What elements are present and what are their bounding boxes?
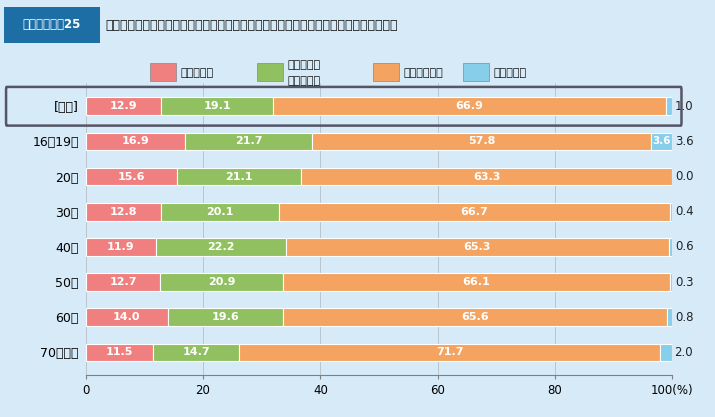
FancyBboxPatch shape bbox=[150, 63, 176, 81]
Text: 21.7: 21.7 bbox=[235, 136, 262, 146]
Text: 3.6: 3.6 bbox=[652, 136, 671, 146]
Text: 16.9: 16.9 bbox=[122, 136, 149, 146]
Text: 20.9: 20.9 bbox=[208, 277, 235, 287]
Text: 15.6: 15.6 bbox=[118, 172, 145, 181]
Bar bbox=[162, 98, 273, 115]
Text: 65.3: 65.3 bbox=[463, 242, 490, 252]
Text: 学校で教わる表記の仕方と，　官公庁などが示す文書や法令などの表記の仕方の異なり: 学校で教わる表記の仕方と， 官公庁などが示す文書や法令などの表記の仕方の異なり bbox=[106, 18, 398, 32]
Text: 0.6: 0.6 bbox=[675, 241, 694, 254]
Bar bbox=[86, 344, 153, 361]
Text: 65.6: 65.6 bbox=[461, 312, 489, 322]
Text: 12.9: 12.9 bbox=[110, 101, 137, 111]
Bar bbox=[240, 344, 660, 361]
Text: 19.1: 19.1 bbox=[204, 101, 231, 111]
Text: 0.0: 0.0 bbox=[675, 170, 694, 183]
Bar bbox=[667, 309, 672, 326]
Bar bbox=[86, 309, 168, 326]
Text: 22.2: 22.2 bbox=[207, 242, 235, 252]
Bar bbox=[671, 273, 672, 291]
Text: 12.8: 12.8 bbox=[109, 207, 137, 217]
Text: 知らなかった: 知らなかった bbox=[403, 68, 443, 78]
FancyBboxPatch shape bbox=[4, 7, 100, 43]
FancyBboxPatch shape bbox=[373, 63, 399, 81]
Bar bbox=[177, 168, 301, 186]
Bar bbox=[669, 238, 672, 256]
Bar bbox=[86, 133, 185, 150]
Text: 66.1: 66.1 bbox=[463, 277, 490, 287]
Bar bbox=[660, 344, 671, 361]
Text: 57.8: 57.8 bbox=[468, 136, 495, 146]
Bar bbox=[273, 98, 666, 115]
Text: 1.0: 1.0 bbox=[674, 100, 693, 113]
Bar bbox=[161, 203, 279, 221]
Bar bbox=[86, 238, 156, 256]
Text: 知っていた: 知っていた bbox=[180, 68, 213, 78]
Bar bbox=[86, 98, 162, 115]
FancyBboxPatch shape bbox=[463, 63, 489, 81]
Bar bbox=[86, 168, 177, 186]
Text: 0.8: 0.8 bbox=[675, 311, 694, 324]
Text: 19.6: 19.6 bbox=[212, 312, 240, 322]
Bar bbox=[286, 238, 669, 256]
Text: 14.7: 14.7 bbox=[182, 347, 210, 357]
Bar bbox=[160, 273, 283, 291]
Text: 0.4: 0.4 bbox=[675, 205, 694, 218]
Text: 21.1: 21.1 bbox=[225, 172, 253, 181]
Bar bbox=[279, 203, 670, 221]
Text: 63.3: 63.3 bbox=[473, 172, 500, 181]
Text: 66.7: 66.7 bbox=[460, 207, 488, 217]
Bar bbox=[156, 238, 286, 256]
Bar bbox=[185, 133, 312, 150]
Text: 知っていた: 知っていた bbox=[287, 76, 320, 86]
Text: 分からない: 分からない bbox=[493, 68, 526, 78]
FancyBboxPatch shape bbox=[257, 63, 283, 81]
Text: 0.3: 0.3 bbox=[675, 276, 694, 289]
Bar bbox=[312, 133, 651, 150]
Bar bbox=[168, 309, 283, 326]
Text: 12.7: 12.7 bbox=[109, 277, 137, 287]
Text: 71.7: 71.7 bbox=[436, 347, 463, 357]
Text: 11.5: 11.5 bbox=[106, 347, 133, 357]
Bar bbox=[651, 133, 672, 150]
Text: 11.9: 11.9 bbox=[107, 242, 134, 252]
Text: 3.6: 3.6 bbox=[675, 135, 694, 148]
Text: 2.0: 2.0 bbox=[674, 346, 693, 359]
Text: 14.0: 14.0 bbox=[113, 312, 141, 322]
Bar bbox=[670, 203, 672, 221]
Text: 66.9: 66.9 bbox=[455, 101, 483, 111]
Bar bbox=[86, 203, 161, 221]
Text: なんとなく: なんとなく bbox=[287, 60, 320, 70]
Bar bbox=[283, 273, 671, 291]
Text: 20.1: 20.1 bbox=[206, 207, 234, 217]
Bar bbox=[86, 273, 160, 291]
Bar bbox=[153, 344, 240, 361]
Bar bbox=[301, 168, 672, 186]
Bar bbox=[283, 309, 667, 326]
Bar bbox=[666, 98, 671, 115]
Text: 図表２－９－25: 図表２－９－25 bbox=[23, 18, 81, 31]
